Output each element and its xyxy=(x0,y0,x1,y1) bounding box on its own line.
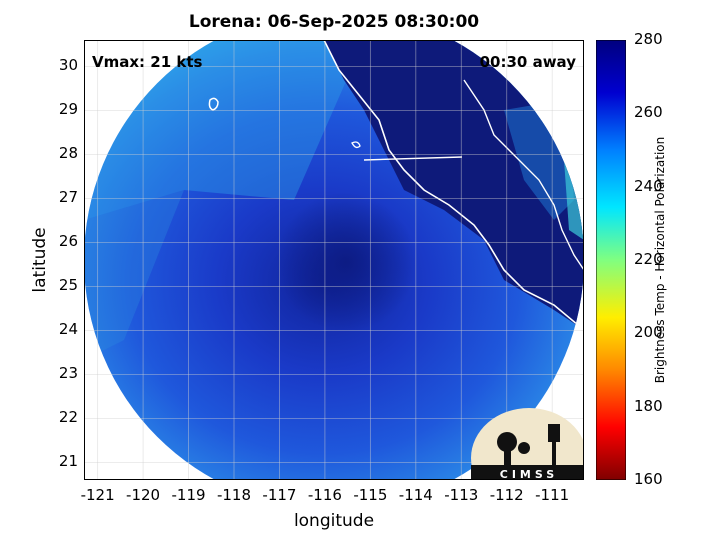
colorbar-tick-label: 180 xyxy=(634,396,663,415)
y-tick-label: 30 xyxy=(58,56,78,75)
y-tick-label: 21 xyxy=(58,452,78,471)
vmax-label: Vmax: 21 kts xyxy=(92,53,203,71)
y-tick-label: 22 xyxy=(58,408,78,427)
x-tick-label: -121 xyxy=(80,486,115,504)
x-tick-label: -113 xyxy=(444,486,479,504)
x-tick-label: -115 xyxy=(353,486,388,504)
y-tick-label: 23 xyxy=(58,364,78,383)
chart-title: Lorena: 06-Sep-2025 08:30:00 xyxy=(188,12,480,32)
storm-center-region xyxy=(276,192,416,332)
x-axis-label: longitude xyxy=(293,511,375,531)
y-tick-label: 24 xyxy=(58,320,78,339)
plot-border xyxy=(84,40,584,480)
y-tick-label: 28 xyxy=(58,144,78,163)
cimss-logo: CIMSS xyxy=(471,408,584,480)
x-tick-label: -119 xyxy=(171,486,206,504)
island-guadalupe xyxy=(208,97,219,111)
coastline-mainland xyxy=(463,79,584,271)
y-tick-label: 29 xyxy=(58,100,78,119)
x-tick-label: -120 xyxy=(126,486,161,504)
colorbar-tick-label: 160 xyxy=(634,470,663,488)
y-tick-label: 25 xyxy=(58,276,78,295)
colorbar-label: Brightness Temp - Horizontal Polarizatio… xyxy=(653,136,667,384)
x-tick-label: -118 xyxy=(216,486,252,504)
map-plot-area: CIMSS xyxy=(84,40,584,480)
x-tick-label: -117 xyxy=(262,486,297,504)
colorbar-tick-label: 200 xyxy=(634,323,663,342)
state-border xyxy=(363,156,463,161)
y-axis-label: latitude xyxy=(30,227,50,293)
x-tick-label: -111 xyxy=(535,486,570,504)
x-tick-label: -112 xyxy=(489,486,524,504)
y-tick-label: 26 xyxy=(58,232,78,251)
x-tick-label: -114 xyxy=(398,486,433,504)
colorbar-tick-label: 240 xyxy=(634,176,663,195)
x-tick-label: -116 xyxy=(307,486,342,504)
y-tick-label: 27 xyxy=(58,188,78,207)
island-cedros xyxy=(351,141,361,149)
microwave-map: CIMSS xyxy=(84,40,584,480)
colorbar-tick-label: 220 xyxy=(634,250,663,268)
logo-text: CIMSS xyxy=(500,468,558,480)
colorbar-tick-label: 260 xyxy=(634,103,663,122)
colorbar xyxy=(595,39,627,481)
time-offset-label: 00:30 away xyxy=(479,53,576,71)
colorbar-tick-label: 280 xyxy=(634,30,663,48)
swath xyxy=(84,40,584,480)
